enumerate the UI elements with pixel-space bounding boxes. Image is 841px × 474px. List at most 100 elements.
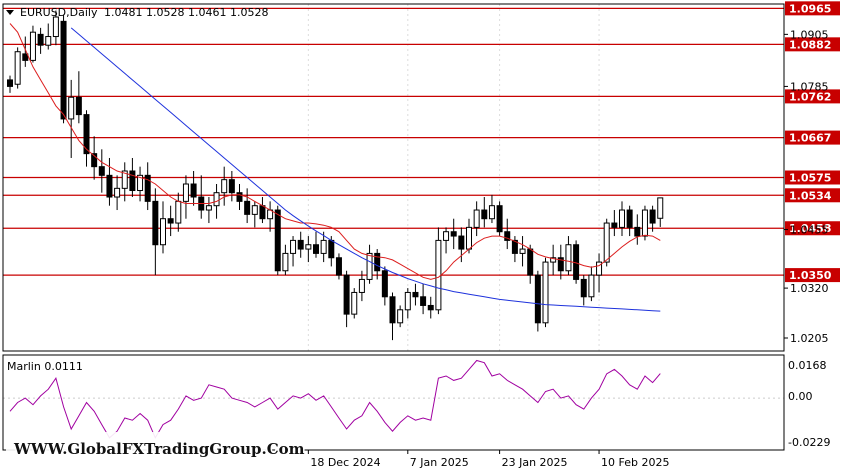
candle-bear[interactable] — [381, 270, 388, 298]
candle-bear[interactable] — [534, 274, 541, 324]
candle-bull[interactable] — [657, 197, 664, 219]
candle-bear[interactable] — [527, 248, 534, 276]
candle-bear[interactable] — [374, 252, 381, 272]
candle-bear[interactable] — [634, 226, 641, 237]
candle-bear[interactable] — [83, 114, 90, 155]
candle-bull[interactable] — [619, 209, 625, 228]
candle-bear[interactable] — [343, 274, 350, 315]
candle-bear[interactable] — [106, 174, 113, 198]
candle-bull[interactable] — [603, 222, 610, 263]
watermark-outline: WWW.GlobalFXTradingGroup.Com — [13, 440, 305, 458]
candle-bull[interactable] — [121, 170, 128, 189]
watermark-text: WWW.GlobalFXTradingGroup.Com — [13, 440, 305, 458]
candle-bear[interactable] — [297, 239, 304, 250]
candle-bear[interactable] — [259, 205, 266, 220]
candle-bull[interactable] — [160, 218, 166, 246]
candle-bull[interactable] — [114, 187, 121, 198]
candle-bull[interactable] — [488, 205, 495, 220]
candle-bear[interactable] — [335, 257, 342, 276]
candle-bull[interactable] — [137, 174, 144, 192]
candle-bull[interactable] — [320, 239, 327, 254]
price-tick-label: 1.0320 — [790, 282, 829, 295]
candle-bear[interactable] — [167, 218, 174, 224]
candle-bull[interactable] — [473, 209, 480, 228]
candle-bear[interactable] — [412, 291, 419, 298]
candle-bull[interactable] — [52, 16, 59, 38]
candle-bull[interactable] — [175, 200, 182, 224]
candle-bull[interactable] — [443, 231, 450, 241]
level-price-label: 1.0762 — [789, 90, 831, 103]
candle-bear[interactable] — [511, 239, 518, 254]
candle-bear[interactable] — [313, 244, 319, 254]
candle-bull[interactable] — [404, 291, 411, 311]
marlin-line — [9, 359, 661, 439]
candle-bull[interactable] — [68, 96, 75, 120]
candle-bull[interactable] — [358, 278, 365, 293]
candle-bear[interactable] — [450, 231, 457, 237]
candle-bull[interactable] — [221, 179, 228, 194]
candle-bull[interactable] — [588, 274, 595, 298]
candle-bear[interactable] — [649, 209, 656, 224]
candle-bear[interactable] — [244, 200, 251, 215]
candle-bear[interactable] — [22, 53, 29, 61]
price-axis: 1.0905 1.0785 1.0455 1.0320 1.0205 — [784, 28, 829, 345]
candle-bear[interactable] — [129, 170, 136, 192]
main-pane-frame — [2, 3, 785, 352]
candle-bear[interactable] — [60, 20, 67, 120]
candle-bear[interactable] — [152, 200, 159, 246]
price-tick-label: 1.0785 — [790, 80, 829, 93]
candle-bear[interactable] — [228, 179, 235, 194]
candle-bull[interactable] — [205, 205, 212, 211]
level-price-tag — [785, 221, 840, 236]
ma-fast-line — [9, 23, 661, 280]
level-price-label: 1.0882 — [789, 38, 831, 51]
candle-bear[interactable] — [504, 231, 511, 241]
candle-bear[interactable] — [75, 96, 82, 116]
candle-bull[interactable] — [466, 226, 472, 250]
indicator-label: Marlin 0.0111 — [7, 360, 83, 373]
candle-bull[interactable] — [213, 192, 220, 207]
candle-bull[interactable] — [29, 31, 36, 61]
candle-bear[interactable] — [98, 166, 105, 176]
time-axis: 18 Dec 2024 7 Jan 2025 23 Jan 2025 10 Feb 2… — [307, 450, 670, 469]
candle-bull[interactable] — [519, 248, 526, 254]
candle-bull[interactable] — [14, 51, 21, 85]
candle-bull[interactable] — [596, 261, 603, 276]
dropdown-triangle-icon[interactable] — [6, 10, 14, 15]
level-price-label: 1.0667 — [789, 132, 831, 145]
candle-bear[interactable] — [144, 174, 151, 202]
candle-bull[interactable] — [182, 183, 189, 202]
candle-bull[interactable] — [45, 36, 52, 46]
candle-bull[interactable] — [366, 252, 373, 280]
candle-bear[interactable] — [420, 296, 427, 306]
candle-bear[interactable] — [626, 209, 633, 228]
candle-bull[interactable] — [641, 209, 648, 237]
candle-bear[interactable] — [481, 209, 488, 220]
candle-bear[interactable] — [496, 205, 503, 233]
candle-bull[interactable] — [565, 244, 572, 272]
candle-bear[interactable] — [236, 192, 243, 202]
candle-bear[interactable] — [91, 153, 98, 168]
candle-bear[interactable] — [7, 79, 13, 87]
candle-bear[interactable] — [389, 296, 396, 324]
candle-bull[interactable] — [397, 309, 404, 324]
candle-bull[interactable] — [435, 239, 442, 311]
price-tick-label: 1.0455 — [790, 224, 829, 237]
candle-bear[interactable] — [328, 239, 335, 259]
candle-bear[interactable] — [611, 222, 618, 228]
candle-bull[interactable] — [351, 291, 358, 315]
candle-bear[interactable] — [458, 235, 465, 250]
candle-bull[interactable] — [290, 239, 297, 254]
candle-bear[interactable] — [557, 257, 564, 272]
candle-bear[interactable] — [37, 33, 44, 46]
candle-bull[interactable] — [305, 244, 312, 250]
candle-bear[interactable] — [190, 183, 197, 198]
candle-bull[interactable] — [251, 205, 258, 215]
candle-bear[interactable] — [274, 209, 281, 272]
candle-bear[interactable] — [580, 278, 587, 298]
candle-bull[interactable] — [282, 252, 289, 272]
candles[interactable] — [7, 10, 664, 341]
candle-bear[interactable] — [427, 304, 434, 311]
candle-bull[interactable] — [550, 257, 557, 263]
candle-bull[interactable] — [542, 261, 549, 324]
